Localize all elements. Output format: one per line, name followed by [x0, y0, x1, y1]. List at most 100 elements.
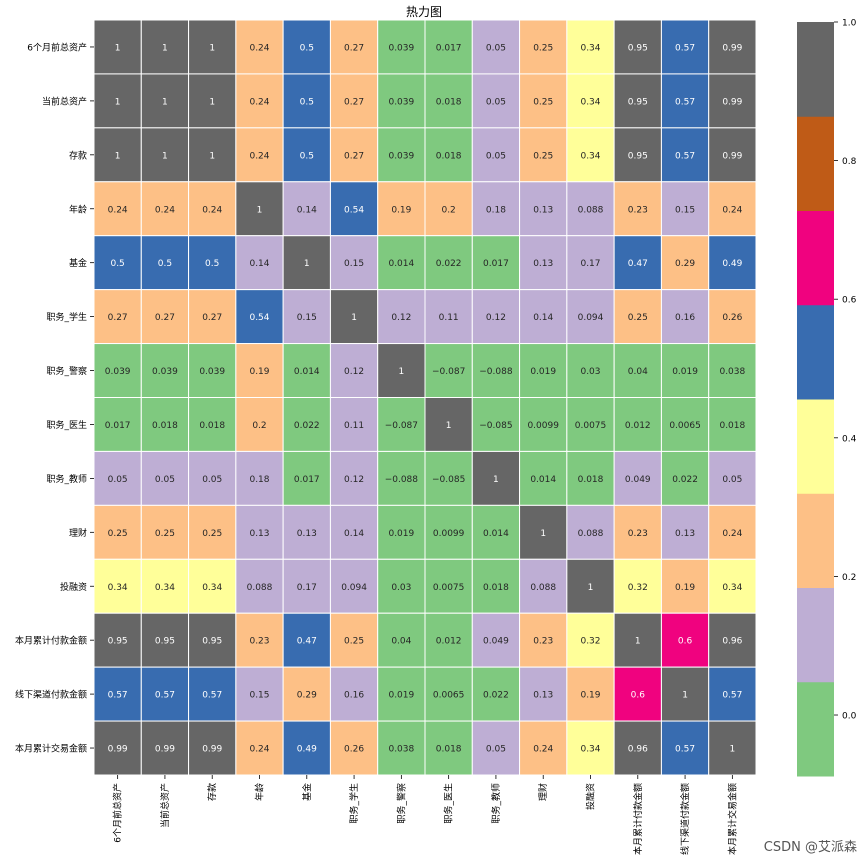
cell-value-label: 0.019 [530, 367, 556, 377]
column-label: 投融资 [585, 783, 597, 810]
cell-value-label: 0.14 [249, 259, 269, 269]
cell-value-label: 0.05 [108, 475, 128, 485]
heatmap-cell [613, 558, 662, 614]
cell-value-label: 0.57 [155, 691, 175, 701]
heatmap-cell [471, 504, 521, 560]
heatmap-cell [708, 289, 757, 345]
heatmap-cell [329, 181, 379, 237]
cell-value-label: 1 [588, 583, 594, 593]
heatmap-cell [93, 450, 142, 506]
heatmap-cell [613, 19, 662, 75]
cell-value-label: 0.57 [675, 151, 695, 161]
heatmap-cell [235, 181, 284, 237]
cell-value-label: 0.17 [297, 583, 317, 593]
column-label: 职务_教师 [490, 783, 502, 824]
row-label: 职务_警察 [46, 365, 87, 377]
cell-value-label: 0.18 [486, 205, 506, 215]
cell-value-label: 1 [115, 43, 121, 53]
cell-value-label: 0.012 [436, 637, 462, 647]
colorbar-segment [797, 587, 834, 683]
cell-value-label: 0.0065 [669, 421, 701, 431]
row-label: 存款 [69, 149, 87, 161]
heatmap-cell [708, 450, 757, 506]
cell-value-label: 0.34 [108, 583, 128, 593]
heatmap-cell [708, 504, 757, 560]
cell-value-label: −0.085 [432, 475, 465, 485]
heatmap-cell [93, 720, 142, 776]
heatmap-cell [566, 235, 615, 291]
heatmap-cell [424, 504, 473, 560]
heatmap-cell [613, 612, 662, 668]
cell-value-label: 0.05 [722, 475, 742, 485]
cell-value-label: 0.95 [108, 637, 128, 647]
cell-value-label: 0.0075 [575, 421, 607, 431]
cell-value-label: 0.23 [533, 637, 553, 647]
heatmap-cell [377, 558, 426, 614]
cell-value-label: 0.039 [388, 97, 414, 107]
cell-value-label: 0.96 [628, 745, 648, 755]
cell-value-label: 0.24 [249, 43, 269, 53]
heatmap-cell [708, 235, 757, 291]
cell-value-label: 1 [493, 475, 499, 485]
heatmap-cell [188, 343, 237, 399]
cell-value-label: 0.47 [628, 259, 648, 269]
row-label: 本月累计付款金额 [15, 635, 87, 647]
cell-value-label: 0.014 [388, 259, 414, 269]
heatmap-cell [140, 73, 190, 129]
heatmap-cell [566, 720, 615, 776]
heatmap-cell [235, 73, 284, 129]
cell-value-label: 0.5 [205, 259, 219, 269]
cell-value-label: 0.088 [578, 205, 604, 215]
cell-value-label: 0.25 [155, 529, 175, 539]
cell-value-label: 0.15 [344, 259, 364, 269]
cell-value-label: 0.34 [580, 151, 600, 161]
cell-value-label: 0.13 [533, 259, 553, 269]
heatmap-cell [93, 397, 142, 452]
cell-value-label: 0.018 [578, 475, 604, 485]
row-label: 理财 [69, 527, 87, 539]
cell-value-label: 0.11 [344, 421, 364, 431]
column-label: 理财 [537, 783, 549, 801]
heatmap-cell [424, 666, 473, 722]
heatmap-cell [235, 343, 284, 399]
cell-value-label: −0.088 [479, 367, 513, 377]
colorbar-tick-label: 0.0 [842, 712, 857, 722]
heatmap-cell [708, 612, 757, 668]
cell-value-label: 0.27 [202, 313, 222, 323]
cell-value-label: 0.95 [628, 97, 648, 107]
cell-value-label: 0.15 [297, 313, 317, 323]
cell-value-label: 0.25 [202, 529, 222, 539]
heatmap-cell [471, 558, 521, 614]
cell-value-label: 0.018 [436, 97, 462, 107]
heatmap-cell [519, 450, 568, 506]
cell-value-label: 0.16 [675, 313, 695, 323]
heatmap-cell [613, 720, 662, 776]
heatmap-cell [140, 612, 190, 668]
heatmap-cell [471, 450, 521, 506]
heatmap-cell [329, 397, 379, 452]
heatmap-cell [660, 504, 710, 560]
heatmap-cell [471, 397, 521, 452]
cell-value-label: 0.27 [155, 313, 175, 323]
heatmap-cell [708, 720, 757, 776]
heatmap-cell [708, 73, 757, 129]
cell-value-label: 0.19 [580, 691, 600, 701]
cell-value-label: 0.24 [202, 205, 222, 215]
cell-value-label: 0.16 [344, 691, 364, 701]
cell-value-label: 0.49 [722, 259, 742, 269]
heatmap-cell [613, 235, 662, 291]
heatmap-cell [566, 558, 615, 614]
cell-value-label: 0.95 [628, 151, 648, 161]
cell-value-label: 1 [682, 691, 688, 701]
cell-value-label: 0.13 [297, 529, 317, 539]
cell-value-label: 0.99 [108, 745, 128, 755]
heatmap-cell [282, 235, 331, 291]
cell-value-label: 0.47 [297, 637, 317, 647]
colorbar-tick-label: 1.0 [842, 19, 857, 29]
cell-value-label: 0.088 [578, 529, 604, 539]
cell-value-label: 0.25 [108, 529, 128, 539]
cell-value-label: 0.12 [486, 313, 506, 323]
heatmap-cell [329, 19, 379, 75]
heatmap-cell [329, 450, 379, 506]
